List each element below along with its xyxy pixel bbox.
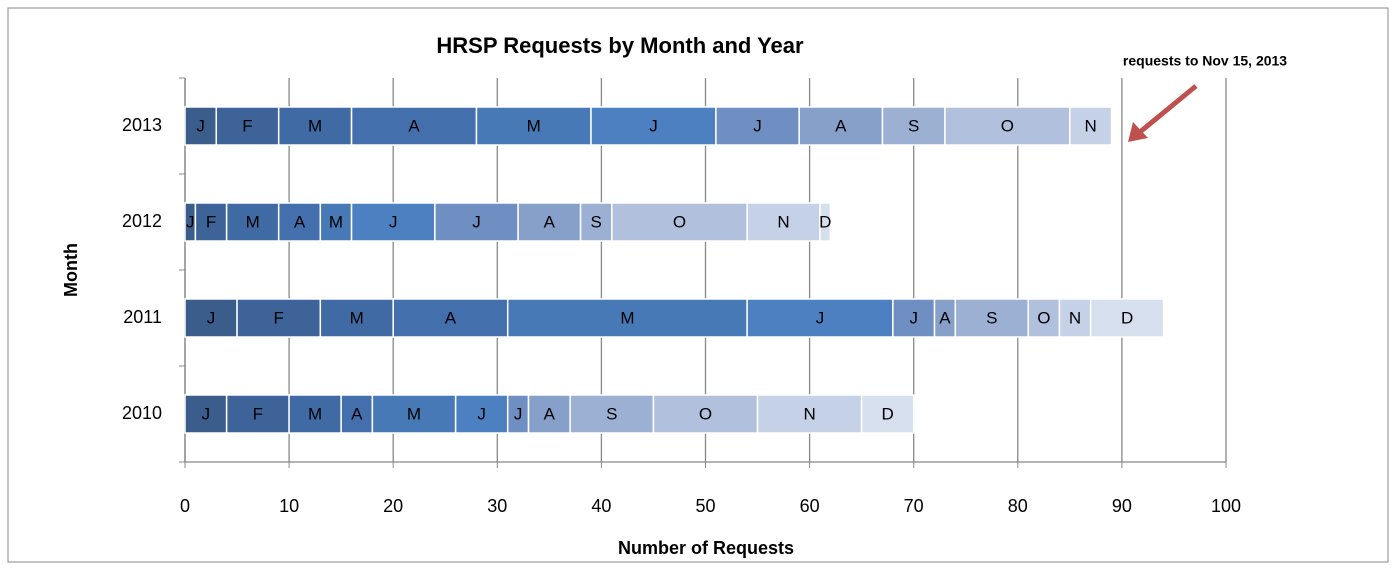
annotation-arrow (1128, 84, 1198, 142)
bar-segment (881, 106, 946, 146)
x-tick-label: 100 (1211, 496, 1241, 516)
bar-segment (319, 298, 394, 338)
segment-label: A (544, 404, 556, 423)
bar-segment (819, 202, 832, 242)
bar-segment (611, 202, 748, 242)
bar-segment (1069, 106, 1113, 146)
bar-segment (944, 106, 1071, 146)
bar-segment (288, 394, 342, 434)
segment-label: J (186, 212, 195, 231)
segment-label: S (591, 212, 602, 231)
chart-title: HRSP Requests by Month and Year (436, 33, 804, 58)
segment-label: J (514, 404, 523, 423)
segment-label: J (816, 308, 825, 327)
segment-label: O (673, 212, 686, 231)
bar-segment (517, 202, 582, 242)
bar-segment (225, 394, 290, 434)
y-tick-label: 2010 (122, 403, 162, 423)
bar-segment (454, 394, 509, 434)
x-tick-label: 40 (591, 496, 611, 516)
segment-label: F (273, 308, 283, 327)
bar-segment (215, 106, 280, 146)
segment-label: O (1001, 116, 1014, 135)
segment-label: D (1121, 308, 1133, 327)
segment-label: M (308, 404, 322, 423)
segment-label: J (909, 308, 918, 327)
segment-label: A (544, 212, 556, 231)
segment-label: A (351, 404, 363, 423)
segment-label: J (472, 212, 481, 231)
x-tick-label: 10 (279, 496, 299, 516)
x-tick-label: 70 (904, 496, 924, 516)
segment-label: J (649, 116, 658, 135)
bar-segment (892, 298, 936, 338)
segment-label: O (699, 404, 712, 423)
bar-segment (319, 202, 353, 242)
y-tick-label: 2013 (122, 115, 162, 135)
x-tick-label: 0 (180, 496, 190, 516)
bar-segment (746, 298, 894, 338)
bar-segment (184, 298, 238, 338)
segment-label: S (986, 308, 997, 327)
bar-segment (392, 298, 509, 338)
segment-label: D (882, 404, 894, 423)
bar-segment (954, 298, 1029, 338)
bar-segment (277, 202, 322, 242)
bar-segment (860, 394, 915, 434)
segment-label: F (253, 404, 263, 423)
segment-label: N (777, 212, 789, 231)
bar-segment (277, 106, 353, 146)
segment-label: M (407, 404, 421, 423)
x-tick-label: 30 (487, 496, 507, 516)
bar-segment (1058, 298, 1092, 338)
y-tick-label: 2011 (123, 307, 162, 327)
segment-label: F (206, 212, 216, 231)
segment-label: J (202, 404, 211, 423)
bar-segment (475, 106, 592, 146)
x-tick-label: 60 (800, 496, 820, 516)
x-tick-label: 90 (1112, 496, 1132, 516)
segment-label: O (1037, 308, 1050, 327)
segment-label: M (246, 212, 260, 231)
segment-label: J (753, 116, 762, 135)
bar-segment (340, 394, 374, 434)
bar-segment (746, 202, 821, 242)
bar-segment (434, 202, 519, 242)
segment-label: N (1069, 308, 1081, 327)
segment-label: A (408, 116, 420, 135)
segment-label: N (803, 404, 815, 423)
segment-label: S (908, 116, 919, 135)
segment-label: A (445, 308, 457, 327)
x-tick-label: 20 (383, 496, 403, 516)
x-tick-label: 50 (695, 496, 715, 516)
y-axis-label: Month (61, 243, 81, 297)
segment-label: D (819, 212, 831, 231)
annotation: requests to Nov 15, 2013 (1123, 53, 1287, 69)
x-tick-label: 80 (1008, 496, 1028, 516)
segment-label: M (620, 308, 634, 327)
segment-label: A (294, 212, 306, 231)
segment-label: M (350, 308, 364, 327)
segment-label: A (939, 308, 951, 327)
bar-segment (350, 202, 436, 242)
bar-segment (715, 106, 800, 146)
segment-label: M (329, 212, 343, 231)
segment-label: F (242, 116, 252, 135)
segment-label: M (308, 116, 322, 135)
segment-label: J (477, 404, 486, 423)
segment-label: J (389, 212, 398, 231)
x-axis-label: Number of Requests (618, 538, 794, 558)
bar-segment (1089, 298, 1165, 338)
segment-label: N (1085, 116, 1097, 135)
segment-label: M (527, 116, 541, 135)
y-tick-label: 2012 (122, 211, 162, 231)
bar-segment (184, 106, 217, 146)
segment-label: J (207, 308, 216, 327)
segment-label: S (606, 404, 617, 423)
chart-frame (7, 7, 1389, 563)
segment-label: A (835, 116, 847, 135)
segment-label: J (196, 116, 205, 135)
